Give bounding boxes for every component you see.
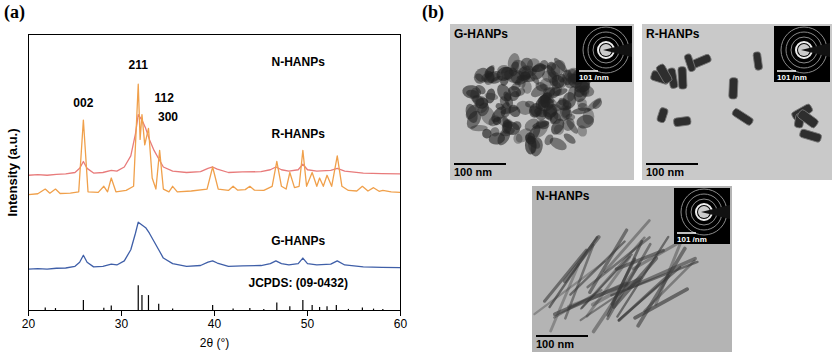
svg-text:100 nm: 100 nm (536, 338, 574, 350)
svg-text:101 /nm: 101 /nm (677, 235, 707, 244)
svg-text:G-HANPs: G-HANPs (454, 27, 508, 41)
svg-text:2θ (°): 2θ (°) (200, 336, 229, 350)
svg-text:112: 112 (155, 91, 175, 105)
svg-text:002: 002 (73, 96, 93, 110)
svg-text:N-HANPs: N-HANPs (536, 189, 590, 203)
svg-text:20: 20 (22, 317, 36, 331)
svg-text:101 /nm: 101 /nm (579, 73, 609, 82)
svg-text:101 /nm: 101 /nm (777, 73, 807, 82)
svg-text:G-HANPs: G-HANPs (271, 234, 325, 248)
svg-text:R-HANPs: R-HANPs (272, 127, 326, 141)
svg-text:100 nm: 100 nm (646, 166, 684, 178)
svg-text:(b): (b) (422, 2, 444, 23)
html-text:(a): (a) (4, 2, 25, 22)
svg-text:JCPDS: (09-0432): JCPDS: (09-0432) (249, 276, 348, 290)
svg-text:60: 60 (394, 317, 408, 331)
svg-text:300: 300 (158, 110, 178, 124)
svg-text:50: 50 (301, 317, 315, 331)
svg-text:211: 211 (129, 58, 149, 72)
svg-text:R-HANPs: R-HANPs (646, 27, 700, 41)
svg-text:30: 30 (115, 317, 129, 331)
svg-text:N-HANPs: N-HANPs (272, 55, 326, 69)
svg-text:100 nm: 100 nm (454, 166, 492, 178)
svg-text:40: 40 (208, 317, 222, 331)
html-text:Intensity (a.u.): Intensity (a.u.) (4, 127, 20, 217)
